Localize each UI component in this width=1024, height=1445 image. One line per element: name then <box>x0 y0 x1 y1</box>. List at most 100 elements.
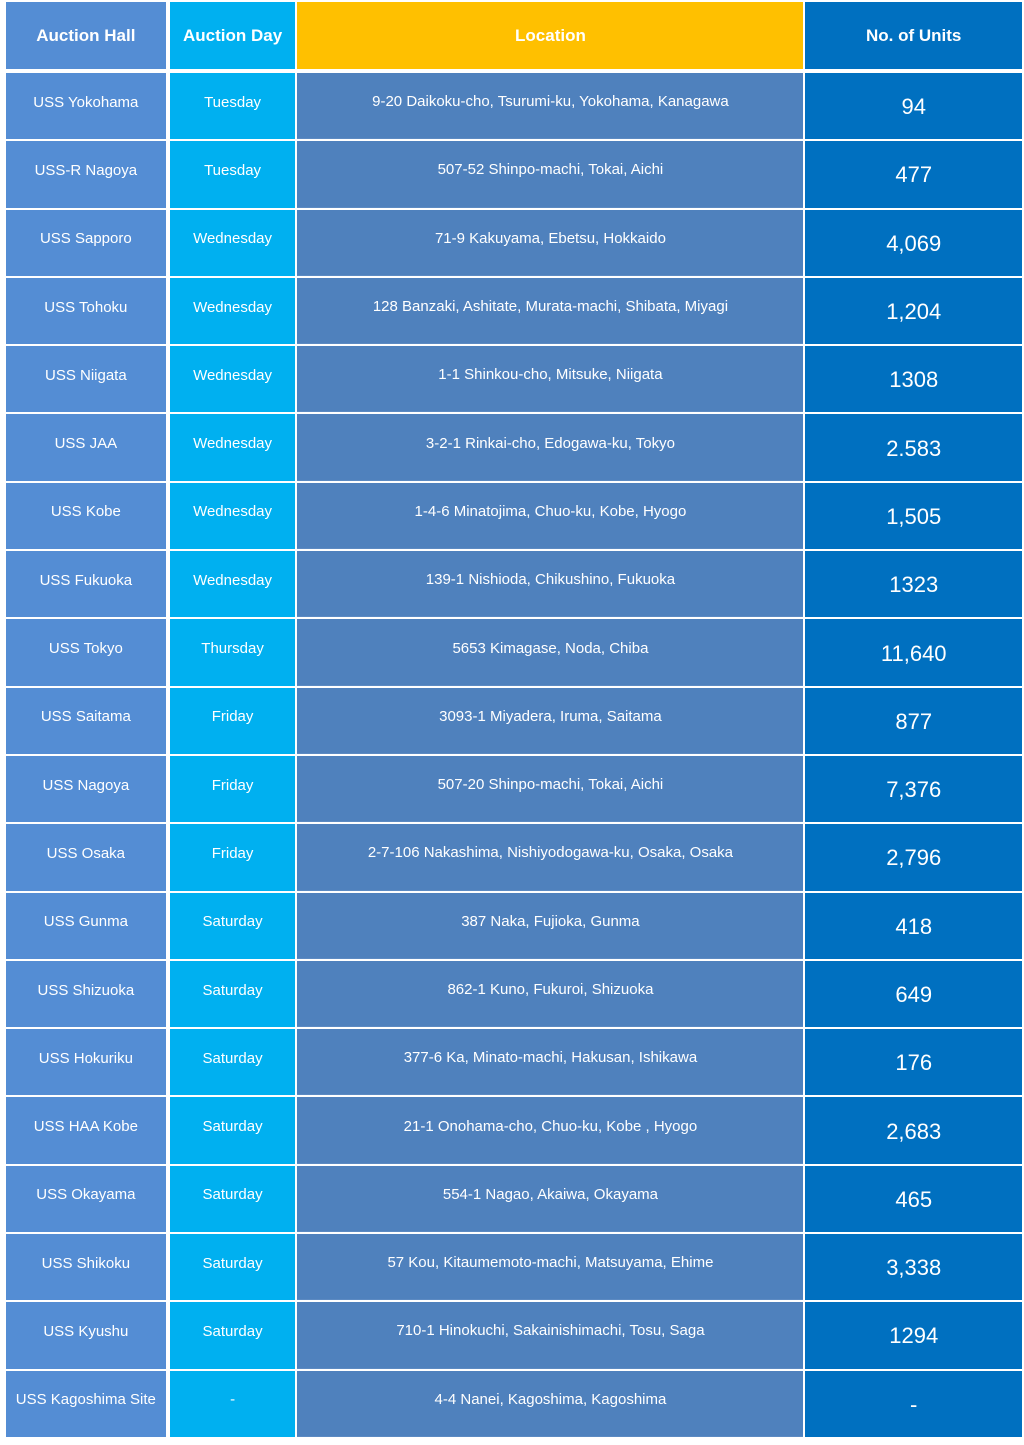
hall-cell: USS Saitama <box>6 687 166 754</box>
hall-cell: USS Nagoya <box>6 755 166 823</box>
table-row: USS Kagoshima Site -4-4 Nanei, Kagoshima,… <box>6 1370 1022 1437</box>
location-cell: 387 Naka, Fujioka, Gunma <box>297 892 804 959</box>
location-cell: 2-7-106 Nakashima, Nishiyodogawa-ku, Osa… <box>297 824 804 891</box>
units-cell: 1,204 <box>805 277 1022 345</box>
units-cell: 4,069 <box>805 209 1022 276</box>
hall-cell: USS Fukuoka <box>6 551 166 618</box>
header-units: No. of Units <box>805 2 1022 69</box>
day-cell: Saturday <box>169 960 296 1028</box>
table-row: USS-R Nagoya Tuesday 507-52 Shinpo-machi, … <box>6 141 1022 208</box>
table-body: USS Yokohama Tuesday 9-20 Daikoku-cho, Tsu… <box>6 73 1022 1437</box>
hall-cell: USS Kyushu <box>6 1302 166 1369</box>
header-auction-hall: Auction Hall <box>6 2 166 69</box>
table-row: USS HAA Kobe Saturday 21-1 Onohama-cho, Ch… <box>6 1097 1022 1164</box>
table-row: USS Kyushu Saturday 710-1 Hinokuchi, Sakai… <box>6 1302 1022 1369</box>
table-row: USS Okayama Saturday 554-1 Nagao, Akaiwa, … <box>6 1165 1022 1233</box>
units-cell: 1,505 <box>805 482 1022 550</box>
table-row: USS Shikoku Saturday 57 Kou, Kitaumemoto-m… <box>6 1234 1022 1301</box>
hall-cell: USS Kagoshima Site <box>6 1370 166 1437</box>
table-row: USS Niigata Wednesday 1-1 Shinkou-cho, Mit… <box>6 346 1022 413</box>
units-cell: 11,640 <box>805 619 1022 686</box>
units-cell: 2.583 <box>805 414 1022 481</box>
day-cell: Friday <box>169 824 296 891</box>
units-cell: 3,338 <box>805 1234 1022 1301</box>
day-cell: Saturday <box>169 1029 296 1096</box>
table-row: USS Nagoya Friday 507-20 Shinpo-machi, Tok… <box>6 755 1022 823</box>
day-cell: Saturday <box>169 1165 296 1233</box>
hall-cell: USS Okayama <box>6 1165 166 1233</box>
day-cell: Saturday <box>169 1302 296 1369</box>
table-row: USS Gunma Saturday 387 Naka, Fujioka, Gunm… <box>6 892 1022 959</box>
location-cell: 1-4-6 Minatojima, Chuo-ku, Kobe, Hyogo <box>297 482 804 550</box>
units-cell: 465 <box>805 1165 1022 1233</box>
location-cell: 710-1 Hinokuchi, Sakainishimachi, Tosu, … <box>297 1302 804 1369</box>
location-cell: 862-1 Kuno, Fukuroi, Shizuoka <box>297 960 804 1028</box>
day-cell: - <box>169 1370 296 1437</box>
day-cell: Wednesday <box>169 277 296 345</box>
day-cell: Saturday <box>169 1234 296 1301</box>
hall-cell: USS Tohoku <box>6 277 166 345</box>
units-cell: 1323 <box>805 551 1022 618</box>
table-row: USS Tokyo Thursday 5653 Kimagase, Noda, Ch… <box>6 619 1022 686</box>
location-cell: 377-6 Ka, Minato-machi, Hakusan, Ishikaw… <box>297 1029 804 1096</box>
units-cell: 877 <box>805 687 1022 754</box>
units-cell: - <box>805 1370 1022 1437</box>
hall-cell: USS Hokuriku <box>6 1029 166 1096</box>
hall-cell: USS Niigata <box>6 346 166 413</box>
table-row: USS Saitama Friday 3093-1 Miyadera, Iruma,… <box>6 687 1022 754</box>
location-cell: 1-1 Shinkou-cho, Mitsuke, Niigata <box>297 346 804 413</box>
day-cell: Thursday <box>169 619 296 686</box>
auction-halls-table: Auction Hall Auction Day Location No. of… <box>6 2 1022 1439</box>
units-cell: 1308 <box>805 346 1022 413</box>
day-cell: Friday <box>169 687 296 754</box>
hall-cell: USS Yokohama <box>6 73 166 140</box>
location-cell: 507-20 Shinpo-machi, Tokai, Aichi <box>297 755 804 823</box>
hall-cell: USS HAA Kobe <box>6 1097 166 1164</box>
hall-cell: USS Sapporo <box>6 209 166 276</box>
table-header-row: Auction Hall Auction Day Location No. of… <box>6 2 1022 69</box>
location-cell: 507-52 Shinpo-machi, Tokai, Aichi <box>297 141 804 208</box>
hall-cell: USS Kobe <box>6 482 166 550</box>
hall-cell: USS Shizuoka <box>6 960 166 1028</box>
location-cell: 21-1 Onohama-cho, Chuo-ku, Kobe , Hyogo <box>297 1097 804 1164</box>
location-cell: 5653 Kimagase, Noda, Chiba <box>297 619 804 686</box>
table-row: USS Osaka Friday 2-7-106 Nakashima, Nishiy… <box>6 824 1022 891</box>
header-location: Location <box>297 2 804 69</box>
units-cell: 176 <box>805 1029 1022 1096</box>
units-cell: 477 <box>805 141 1022 208</box>
location-cell: 128 Banzaki, Ashitate, Murata-machi, Shi… <box>297 277 804 345</box>
table-row: USS Fukuoka Wednesday 139-1 Nishioda, Chik… <box>6 551 1022 618</box>
units-cell: 2,796 <box>805 824 1022 891</box>
hall-cell: USS-R Nagoya <box>6 141 166 208</box>
units-cell: 1294 <box>805 1302 1022 1369</box>
hall-cell: USS Tokyo <box>6 619 166 686</box>
location-cell: 9-20 Daikoku-cho, Tsurumi-ku, Yokohama, … <box>297 73 804 140</box>
units-cell: 649 <box>805 960 1022 1028</box>
day-cell: Saturday <box>169 1097 296 1164</box>
table-row: USS Shizuoka Saturday 862-1 Kuno, Fukuroi,… <box>6 960 1022 1028</box>
table-row: USS Tohoku Wednesday 128 Banzaki, Ashitate… <box>6 277 1022 345</box>
location-cell: 4-4 Nanei, Kagoshima, Kagoshima <box>297 1370 804 1437</box>
table-row: USS Hokuriku Saturday 377-6 Ka, Minato-mac… <box>6 1029 1022 1096</box>
day-cell: Wednesday <box>169 551 296 618</box>
hall-cell: USS Gunma <box>6 892 166 959</box>
day-cell: Wednesday <box>169 414 296 481</box>
table-row: USS Yokohama Tuesday 9-20 Daikoku-cho, Tsu… <box>6 73 1022 140</box>
hall-cell: USS JAA <box>6 414 166 481</box>
units-cell: 7,376 <box>805 755 1022 823</box>
location-cell: 3093-1 Miyadera, Iruma, Saitama <box>297 687 804 754</box>
day-cell: Tuesday <box>169 73 296 140</box>
day-cell: Wednesday <box>169 209 296 276</box>
location-cell: 139-1 Nishioda, Chikushino, Fukuoka <box>297 551 804 618</box>
day-cell: Wednesday <box>169 482 296 550</box>
table-row: USS Kobe Wednesday 1-4-6 Minatojima, Chuo-… <box>6 482 1022 550</box>
table-row: USS JAA Wednesday 3-2-1 Rinkai-cho, Edogaw… <box>6 414 1022 481</box>
header-auction-day: Auction Day <box>169 2 296 69</box>
day-cell: Wednesday <box>169 346 296 413</box>
location-cell: 3-2-1 Rinkai-cho, Edogawa-ku, Tokyo <box>297 414 804 481</box>
table-row: USS Sapporo Wednesday 71-9 Kakuyama, Ebets… <box>6 209 1022 276</box>
units-cell: 2,683 <box>805 1097 1022 1164</box>
units-cell: 94 <box>805 73 1022 140</box>
location-cell: 554-1 Nagao, Akaiwa, Okayama <box>297 1165 804 1233</box>
location-cell: 71-9 Kakuyama, Ebetsu, Hokkaido <box>297 209 804 276</box>
